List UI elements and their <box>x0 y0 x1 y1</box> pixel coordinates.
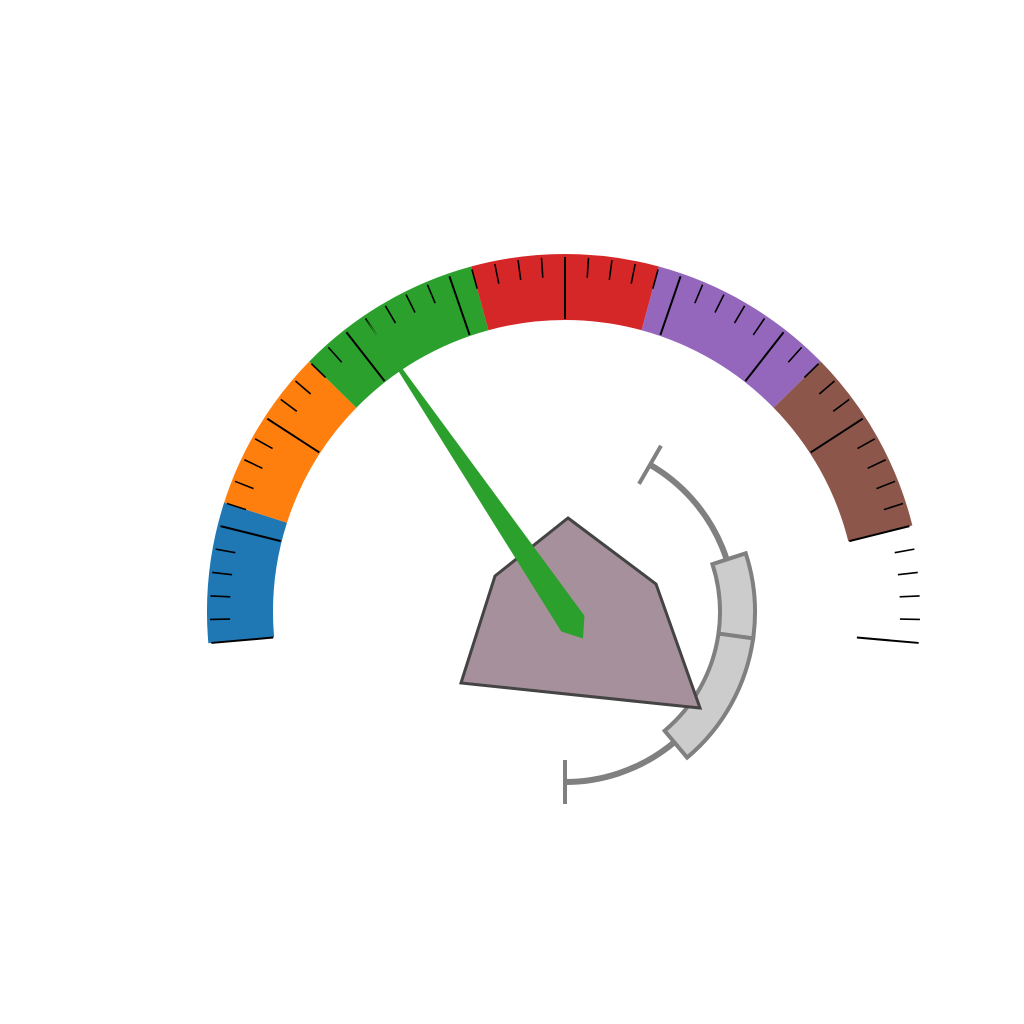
minor-tick <box>857 438 876 450</box>
gauge-bands <box>206 254 913 644</box>
minor-tick <box>243 459 263 470</box>
minor-tick <box>832 398 850 412</box>
minor-tick <box>517 260 522 281</box>
minor-tick <box>876 480 896 490</box>
minor-tick <box>294 380 312 395</box>
gauge-ticks <box>210 257 920 644</box>
minor-tick <box>234 480 254 490</box>
minor-tick <box>752 317 766 336</box>
major-tick <box>744 331 785 382</box>
minor-tick <box>787 346 803 363</box>
minor-tick <box>254 438 273 450</box>
major-tick <box>448 276 471 336</box>
minor-tick <box>733 305 746 324</box>
major-tick <box>220 525 281 543</box>
gauge-band-6 <box>773 361 913 542</box>
minor-tick <box>405 294 416 313</box>
minor-tick <box>897 571 918 576</box>
minor-tick <box>210 595 231 598</box>
major-tick <box>345 331 386 382</box>
minor-tick <box>818 380 836 395</box>
minor-tick <box>608 260 613 281</box>
major-tick <box>266 417 320 454</box>
secondary-arc-cap-1 <box>637 444 663 485</box>
major-tick <box>659 276 682 336</box>
secondary-arc-highlight-2 <box>661 631 756 761</box>
secondary-arc <box>563 444 757 804</box>
minor-tick <box>494 263 500 284</box>
minor-tick <box>327 346 343 363</box>
gauge-band-3 <box>309 266 489 408</box>
minor-tick <box>384 305 397 324</box>
minor-tick <box>694 284 704 304</box>
minor-tick <box>280 398 298 412</box>
minor-tick <box>540 257 544 278</box>
minor-tick <box>586 257 590 278</box>
minor-tick <box>630 263 636 284</box>
minor-tick <box>226 502 247 511</box>
secondary-arc-highlight-1 <box>709 550 757 641</box>
minor-tick <box>899 595 920 598</box>
minor-tick <box>471 269 478 289</box>
gauge-needle-layer <box>365 318 585 639</box>
major-tick <box>849 525 910 543</box>
major-tick <box>856 636 919 644</box>
gauge-needle <box>365 318 585 639</box>
gauge-band-5 <box>641 266 821 408</box>
minor-tick <box>215 548 236 554</box>
minor-tick <box>714 294 725 313</box>
minor-tick <box>894 548 915 554</box>
minor-tick <box>652 269 659 289</box>
major-tick <box>211 636 274 644</box>
minor-tick <box>212 571 233 576</box>
major-tick <box>810 417 864 454</box>
minor-tick <box>803 363 820 379</box>
minor-tick <box>867 459 887 470</box>
minor-tick <box>426 284 436 304</box>
gauge-band-2 <box>224 361 357 523</box>
minor-tick <box>883 502 904 511</box>
minor-tick <box>310 363 327 379</box>
